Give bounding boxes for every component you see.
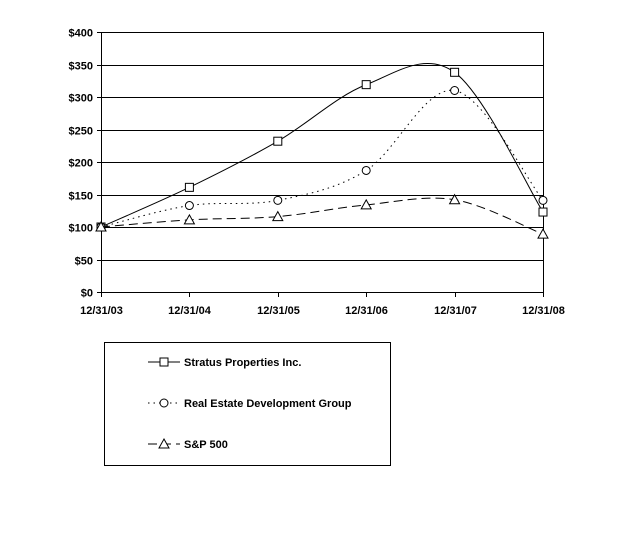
y-tick-label: $400: [69, 28, 93, 40]
legend-marker-triangle: [158, 437, 170, 449]
data-point-square: [361, 80, 371, 90]
data-point-triangle: [537, 228, 549, 239]
legend-box: [104, 342, 391, 466]
data-point-square: [273, 136, 283, 146]
y-tick-label: $50: [75, 256, 93, 268]
y-tick-label: $350: [69, 61, 93, 73]
data-point-triangle: [271, 210, 284, 222]
x-tick-label: 12/31/06: [345, 305, 388, 317]
data-point-triangle: [360, 198, 373, 210]
series-line-2: [100, 197, 544, 235]
legend-label: S&P 500: [184, 439, 228, 451]
y-tick-label: $200: [69, 158, 93, 170]
y-tick-label: $250: [69, 126, 93, 138]
data-point-circle: [361, 165, 371, 175]
data-point-triangle: [183, 213, 196, 225]
legend-label: Stratus Properties Inc.: [184, 357, 301, 369]
data-point-square: [184, 182, 194, 192]
y-tick-label: $0: [81, 288, 93, 300]
x-tick-label: 12/31/07: [434, 305, 477, 317]
data-point-circle: [450, 86, 460, 95]
x-tick-label: 12/31/05: [257, 305, 300, 317]
legend-marker-square: [159, 357, 169, 367]
x-tick-label: 12/31/04: [168, 305, 212, 317]
data-point-circle: [184, 201, 194, 211]
y-tick-label: $100: [69, 223, 93, 235]
data-point-circle: [538, 195, 548, 205]
data-point-square: [450, 67, 460, 77]
series-line-0: [100, 63, 544, 228]
data-point-square: [538, 207, 548, 217]
y-tick-label: $300: [69, 93, 93, 105]
data-point-triangle: [448, 193, 461, 205]
legend-label: Real Estate Development Group: [184, 398, 352, 410]
x-tick-label: 12/31/08: [522, 305, 565, 317]
data-point-circle: [273, 195, 283, 205]
y-tick-label: $150: [69, 191, 93, 203]
legend-marker-circle: [159, 398, 169, 408]
data-point-triangle: [95, 220, 107, 232]
x-tick-label: 12/31/03: [80, 305, 123, 317]
